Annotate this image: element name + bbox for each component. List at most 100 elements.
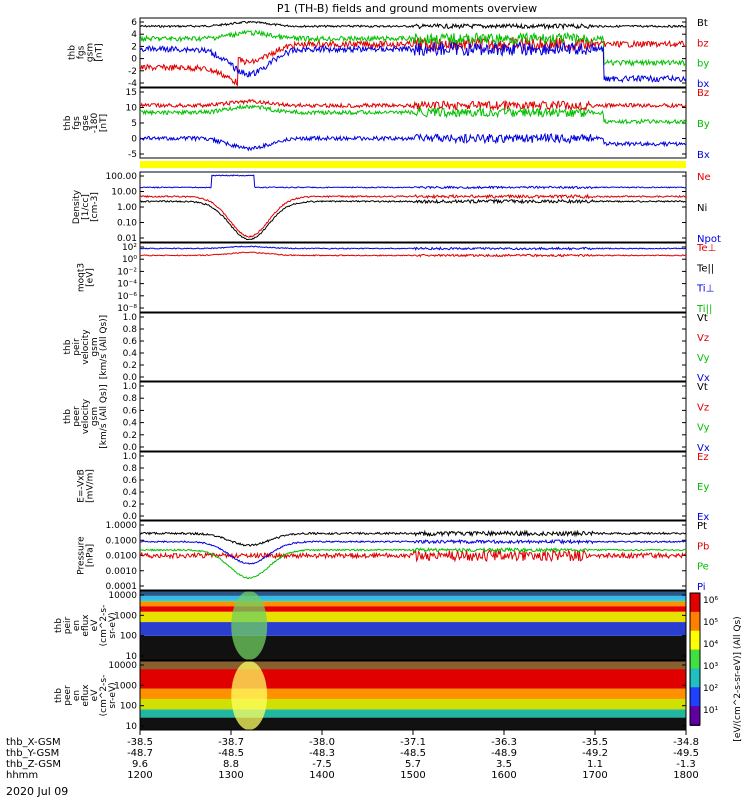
y-axis-label-line: peer — [63, 685, 73, 706]
legend-Vx: Vx — [697, 443, 710, 454]
legend-Pb: Pb — [697, 541, 709, 552]
panel-frame — [139, 590, 687, 661]
colorbar: 10⁶ 10⁵ 10⁴ 10³ 10² 10¹ [eV/(cm^2-s-sr-eV)] (A… — [689, 592, 743, 742]
y-axis-label: E=-VxB[mV/m] — [77, 469, 96, 503]
y-axis-label-line: [nT] — [99, 114, 109, 132]
y-axis-label-line: [km/s (All Qs)] — [99, 315, 109, 379]
y-axis-label-line: eflux — [81, 684, 91, 707]
y-axis-label-line: gsm — [90, 407, 100, 426]
y-axis-label-line: eV — [90, 689, 100, 702]
trace-Pe — [139, 546, 687, 580]
x-tick-label: -48.7 — [127, 748, 153, 759]
trace-Te — [139, 251, 687, 258]
plot-title: P1 (TH-B) fields and ground moments over… — [277, 2, 537, 15]
panel-ve: 1.0 0.8 0.6 0.4 0.2 0.0 thbpeervelocitygsm[km/… — [63, 381, 710, 454]
y-tick-label: 5 — [131, 119, 137, 129]
legend-Bt: Bt — [697, 18, 708, 29]
panel-frame — [139, 381, 687, 452]
y-tick-label: 1.0000 — [106, 521, 138, 531]
y-axis-label-line: sr-eV) — [108, 682, 118, 708]
colorbar-segment — [690, 649, 700, 670]
colorbar-segment — [690, 706, 700, 726]
x-tick-label: -49.5 — [673, 748, 699, 759]
panel-density: 100.00 10.00 1.00 0.10 0.01 Density[1/cc][cm-… — [72, 171, 721, 245]
x-tick-label: 9.6 — [132, 759, 148, 770]
y-tick-label: 1.00 — [117, 203, 137, 213]
y-tick-label: 0.8 — [123, 394, 138, 404]
colorbar-segment — [690, 630, 700, 651]
y-axis-label-line: fgs — [72, 116, 82, 130]
y-tick-label: 0.1000 — [106, 536, 138, 546]
x-tick-label: -35.5 — [582, 737, 608, 748]
y-tick-label: 1000 — [114, 611, 137, 621]
legend-Ni: Ni — [697, 203, 707, 214]
legend-Ez: Ez — [697, 452, 709, 463]
y-tick-label: 0.0 — [123, 512, 138, 522]
colorbar-segment — [690, 687, 700, 708]
y-tick-label: 0.6 — [123, 406, 138, 416]
y-axis-label-line: gse — [81, 115, 91, 131]
legend-By: By — [697, 119, 710, 130]
y-axis-label-line: en — [72, 620, 82, 631]
y-axis-label-line: peer — [72, 406, 82, 427]
y-tick-label: 0.0001 — [106, 582, 138, 592]
y-axis-label-line: [nPa] — [86, 544, 96, 567]
x-tick-label: 1300 — [218, 770, 243, 781]
flag-bar — [140, 161, 686, 168]
colorbar-tick: 10⁴ — [703, 640, 718, 650]
y-axis-label-line: velocity — [81, 329, 91, 365]
x-tick-label: -36.3 — [491, 737, 517, 748]
y-tick-label: 10⁻⁶ — [117, 292, 137, 302]
y-axis-label-line: thb — [63, 339, 73, 354]
legend-Npot: Npot — [697, 234, 721, 245]
xaxis-row-label: hhmm — [6, 770, 38, 781]
legend-Pi: Pi — [697, 582, 706, 593]
y-axis-label-line: Density — [72, 189, 82, 224]
legend-Vz: Vz — [697, 333, 709, 344]
trace-Bz — [139, 98, 687, 112]
trace-Pb — [139, 548, 687, 563]
y-tick-label: 0.2 — [123, 431, 137, 441]
xaxis-row-label: thb_X-GSM — [6, 737, 61, 748]
x-tick-label: -49.2 — [582, 748, 608, 759]
y-axis-label-line: [km/s (All Qs)] — [99, 384, 109, 448]
spec-band — [140, 698, 686, 710]
trace-Bt — [139, 20, 687, 31]
panel-frame — [139, 87, 687, 159]
panel-frame — [139, 171, 687, 243]
y-axis-label-line: peir — [72, 338, 82, 356]
y-tick-label: -4 — [128, 79, 137, 89]
y-tick-label: 100 — [120, 702, 137, 712]
x-axis-table: thb_X-GSMthb_Y-GSMthb_Z-GSMhhmm-38.5-48.… — [6, 730, 699, 781]
panel-fgs_dsl: 15 10 5 0 -5 thbfgsgse-180[nT] Bz By Bx — [63, 87, 710, 161]
y-axis-label-line: gsm — [90, 337, 100, 356]
legend-Bz: Bz — [697, 88, 709, 99]
y-axis-label-line: fgs — [77, 45, 87, 59]
spec-band — [140, 611, 686, 623]
legend-Vy: Vy — [697, 423, 710, 434]
panel-frame — [139, 451, 687, 521]
y-axis-label: Pressure[nPa] — [77, 536, 96, 575]
x-tick-label: 1800 — [673, 770, 698, 781]
y-tick-label: 0.0100 — [106, 552, 138, 562]
panel-temp: 10² 10⁰ 10⁻² 10⁻⁴ 10⁻⁶ 10⁻⁸ moqt3[eV] Te⊥ Te|| Ti… — [77, 242, 716, 315]
x-tick-label: -48.9 — [491, 748, 517, 759]
x-tick-label: 1400 — [309, 770, 334, 781]
y-tick-label: 10⁻² — [117, 267, 137, 277]
y-tick-label: 10⁰ — [122, 255, 137, 265]
colorbar-label: [eV/(cm^2-s-sr-eV)] (All Qs) — [733, 616, 743, 741]
spec-band — [140, 606, 686, 612]
legend-Ex: Ex — [697, 512, 709, 523]
panel-frame — [139, 17, 687, 88]
y-tick-label: 10 — [126, 104, 138, 114]
x-tick-label: 8.8 — [223, 759, 239, 770]
spec-band — [140, 622, 686, 636]
trace-Pt — [139, 529, 687, 547]
trace-Ti — [139, 245, 687, 251]
panel-ion_spec: 10000 1000 100 10 thbpeirenefluxeV(cm^2-s-sr… — [54, 590, 687, 662]
y-tick-label: 0.0 — [123, 373, 138, 383]
colorbar-segment — [690, 593, 700, 613]
y-axis-label-line: thb — [54, 618, 64, 633]
legend-by: by — [697, 59, 709, 70]
y-tick-label: -5 — [128, 150, 137, 160]
